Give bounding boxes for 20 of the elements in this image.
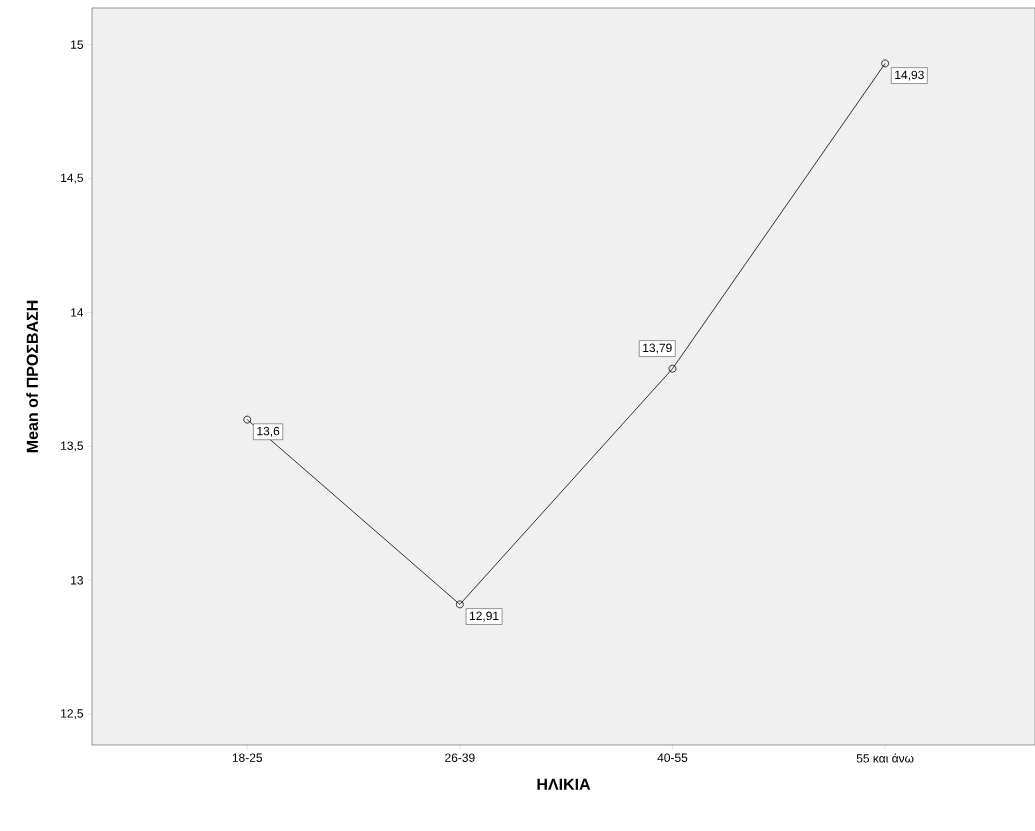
y-tick-label: 13	[71, 576, 84, 585]
point	[668, 364, 677, 373]
y-tick-label: 15	[71, 40, 84, 49]
data-label: 12,91	[469, 611, 499, 622]
point	[881, 59, 890, 68]
y-tick-label: 12,5	[61, 709, 84, 720]
point	[455, 600, 464, 609]
x-axis-title: ΗΛΙΚΙΑ	[537, 778, 591, 790]
x-tick-label: 26-39	[445, 753, 475, 762]
x-tick-label: 18-25	[232, 753, 263, 762]
data-label: 13,6	[257, 426, 280, 437]
y-tick-label: 13,5	[61, 441, 84, 452]
data-label: 14,93	[895, 70, 924, 81]
y-tick-label: 14,5	[61, 173, 84, 184]
x-tick-label: 55 και άνω	[856, 753, 914, 763]
y-tick-label: 14	[71, 308, 84, 317]
data-label: 13,79	[643, 343, 672, 354]
point	[243, 415, 252, 424]
y-axis-title: Mean of ΠΡΟΣΒΑΣΗ	[26, 300, 38, 453]
x-tick-label: 40-55	[657, 753, 688, 762]
